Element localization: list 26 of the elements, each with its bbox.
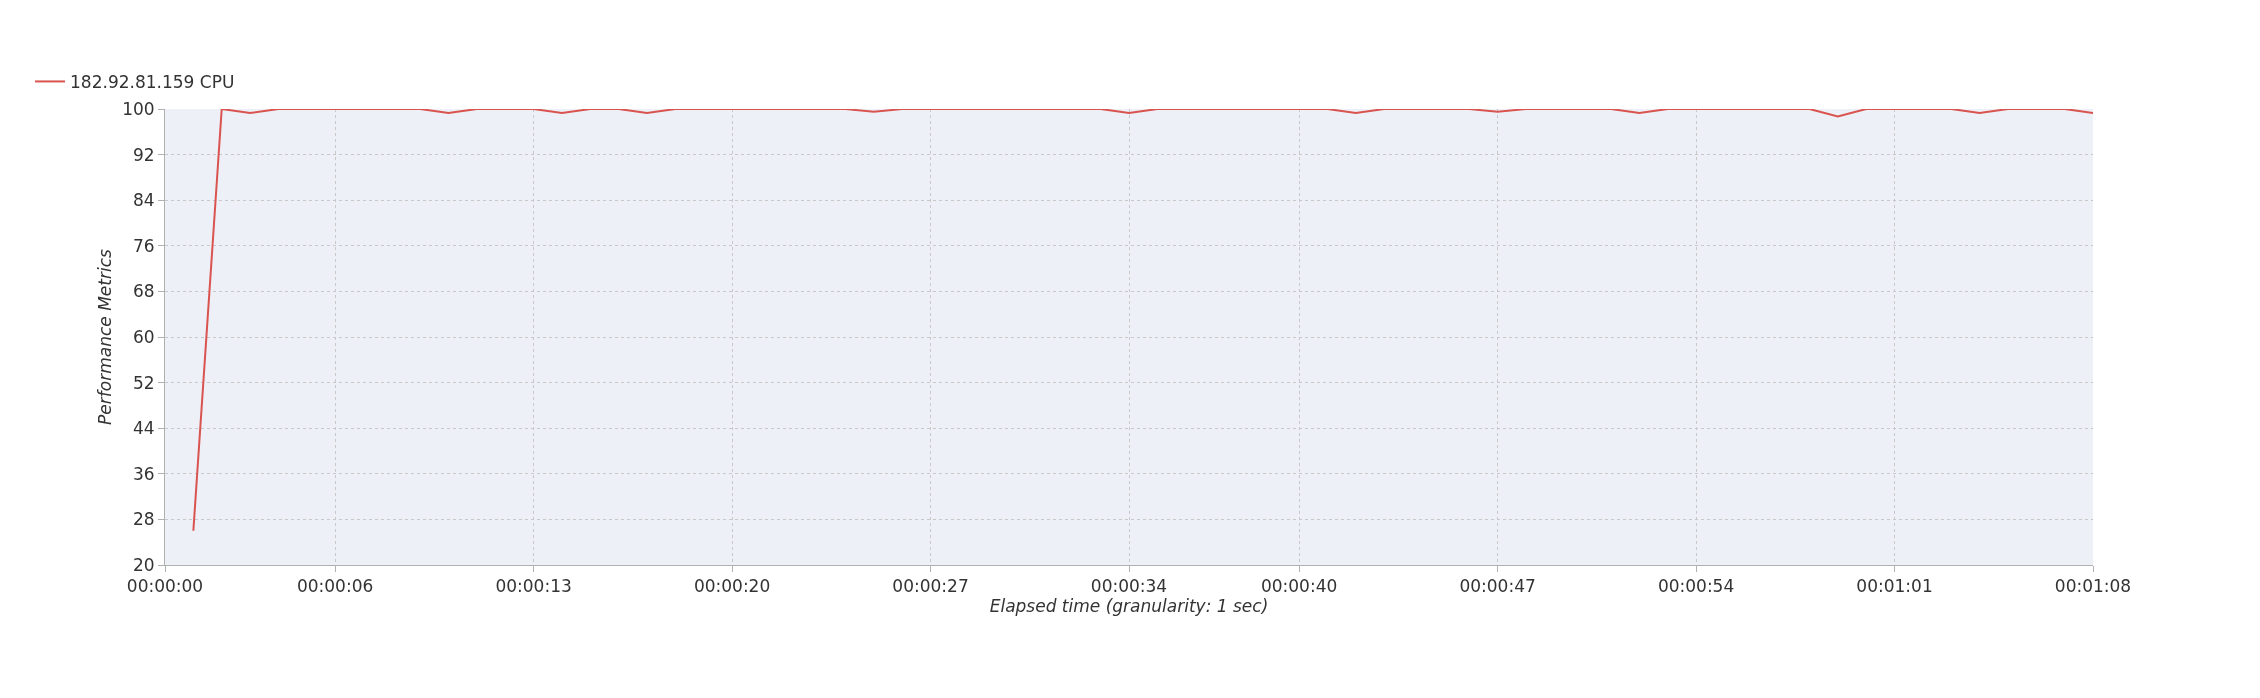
y-tick-label: 52 [132, 372, 155, 393]
x-tick-label: 00:01:08 [2054, 576, 2132, 597]
y-tick-label: 92 [132, 144, 155, 165]
y-tick-label: 100 [122, 98, 155, 119]
line-series [192, 109, 2093, 532]
legend-label: 182.92.81.159 CPU [70, 72, 235, 93]
y-tick-label: 68 [132, 281, 155, 302]
y-tick-label: 84 [132, 190, 155, 211]
x-tick-label: 00:00:27 [892, 576, 969, 597]
x-tick-label: 00:00:47 [1459, 576, 1536, 597]
y-tick-label: 28 [132, 509, 155, 530]
x-tick-label: 00:00:06 [296, 576, 374, 597]
x-tick-label: 00:01:01 [1856, 576, 1933, 597]
y-axis-title: Performance Metrics [94, 248, 115, 425]
y-tick-label: 20 [132, 554, 155, 575]
y-tick-label: 36 [132, 463, 155, 484]
x-tick-label: 00:00:54 [1657, 576, 1735, 597]
x-tick-label: 00:00:20 [693, 576, 771, 597]
x-tick-label: 00:00:00 [126, 576, 204, 597]
y-tick-label: 44 [132, 418, 155, 439]
x-tick-label: 00:00:34 [1090, 576, 1168, 597]
x-axis-title: Elapsed time (granularity: 1 sec) [989, 596, 1269, 617]
x-tick-label: 00:00:40 [1260, 576, 1338, 597]
y-tick-label: 76 [132, 235, 155, 256]
x-tick-label: 00:00:13 [495, 576, 572, 597]
y-tick-label: 60 [132, 326, 155, 347]
